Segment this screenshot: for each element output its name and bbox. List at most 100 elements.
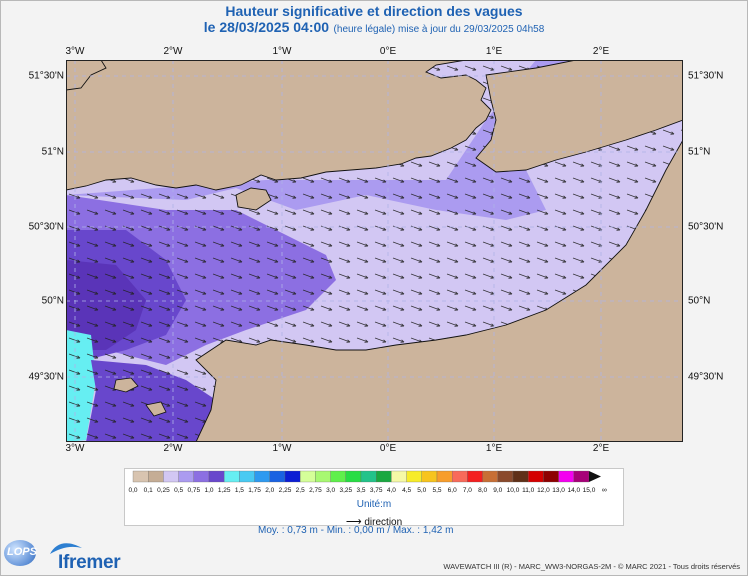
lon-label-top: 3°W xyxy=(65,46,85,57)
legend-swatch xyxy=(224,470,240,483)
legend-swatch xyxy=(330,470,346,483)
legend-tick-label: 14,0 xyxy=(567,487,580,494)
legend-swatch xyxy=(148,470,164,483)
legend-tick-label: 12,0 xyxy=(537,487,550,494)
lon-label-top: 1°E xyxy=(485,46,503,57)
lops-logo: LOPS xyxy=(4,540,42,568)
lon-label-top: 0°E xyxy=(379,46,397,57)
legend-swatch xyxy=(300,470,316,483)
legend-unit: Unité:m xyxy=(356,499,392,510)
legend-tick-label: ∞ xyxy=(602,487,607,494)
legend-swatch xyxy=(345,470,362,483)
stats-line: Moy. : 0,73 m - Min. : 0,00 m / Max. : 1… xyxy=(258,525,454,536)
land-france xyxy=(195,139,683,442)
legend-tick-label: 1,0 xyxy=(204,487,213,494)
lon-label-top: 1°W xyxy=(272,46,292,57)
legend-tick-label: 5,0 xyxy=(417,487,426,494)
legend-tick-label: 4,5 xyxy=(402,487,411,494)
legend-tick-label: 0,75 xyxy=(187,487,200,494)
legend-tick-label: 6,0 xyxy=(448,487,457,494)
legend-tick-label: 15,0 xyxy=(583,487,596,494)
update-info: (heure légale) mise à jour du 29/03/2025… xyxy=(333,24,545,35)
forecast-date: le 28/03/2025 04:00 xyxy=(203,19,330,35)
legend-tick-label: 1,5 xyxy=(235,487,244,494)
legend-swatch xyxy=(421,470,438,483)
legend-swatch xyxy=(406,470,422,483)
legend-swatch xyxy=(573,470,590,483)
lat-label-left: 50°N xyxy=(41,295,64,307)
isle-of-wight xyxy=(235,187,272,211)
legend-tick-label: 1,75 xyxy=(248,487,261,494)
map-border xyxy=(66,60,683,442)
legend-swatch xyxy=(528,470,544,483)
chart-subtitle: le 28/03/2025 04:00 (heure légale) mise … xyxy=(0,19,748,37)
lat-label-left: 49°30'N xyxy=(28,371,64,383)
lat-label-left: 51°30'N xyxy=(28,70,64,82)
legend-tick-label: 2,75 xyxy=(309,487,322,494)
legend-direction: ⟶ direction xyxy=(125,515,623,528)
legend-swatch xyxy=(436,470,453,483)
chart-title: Hauteur significative et direction des v… xyxy=(225,3,523,19)
legend-swatch xyxy=(193,470,210,483)
legend-swatch xyxy=(132,470,149,483)
channel-island xyxy=(113,377,139,393)
lat-label-right: 50°N xyxy=(688,295,711,307)
lat-label-left: 50°30'N xyxy=(28,221,64,233)
wave-map xyxy=(66,60,683,442)
legend-tick-label: 2,5 xyxy=(296,487,305,494)
legend-colorbar: 0,0 0,1 0,25 0,5 0,75 1,0 1,25 1,5 1,75 2,0 2,25 2,… xyxy=(128,470,607,494)
lon-label-bottom: 2°W xyxy=(163,443,183,454)
legend-swatch xyxy=(482,470,498,483)
legend-tick-label: 9,0 xyxy=(493,487,502,494)
legend-swatch xyxy=(558,470,574,483)
legend-tick-label: 2,25 xyxy=(279,487,292,494)
legend-swatch xyxy=(315,470,331,483)
channel-island xyxy=(145,401,167,417)
lat-label-right: 50°30'N xyxy=(688,221,724,233)
legend-tick-label: 0,5 xyxy=(174,487,183,494)
legend-tick-label: 3,5 xyxy=(356,487,365,494)
footer-credits: WAVEWATCH III (R) - MARC_WW3-NORGAS-2M -… xyxy=(443,562,740,571)
lat-label-left: 51°N xyxy=(41,146,64,158)
lon-label-bottom: 2°E xyxy=(592,443,610,454)
legend-swatch xyxy=(543,470,559,483)
ifremer-logo: Ifremer xyxy=(48,540,148,574)
legend-tick-label: 13,0 xyxy=(552,487,565,494)
lat-label-right: 49°30'N xyxy=(688,371,724,383)
lon-label-top: 2°W xyxy=(163,46,183,57)
legend-tick-label: 3,75 xyxy=(370,487,383,494)
land-kent xyxy=(475,60,683,173)
legend-overflow-arrow xyxy=(589,471,601,482)
ifremer-wave-icon xyxy=(50,543,82,554)
lat-label-right: 51°N xyxy=(688,146,711,158)
legend-tick-label: 2,0 xyxy=(265,487,274,494)
legend-swatch xyxy=(163,470,179,483)
legend-tick-label: 4,0 xyxy=(387,487,396,494)
legend-tick-label: 0,0 xyxy=(128,487,137,494)
legend-tick-label: 10,0 xyxy=(507,487,520,494)
legend-tick-label: 3,0 xyxy=(326,487,335,494)
legend-swatch xyxy=(254,470,270,483)
legend-tick-label: 0,1 xyxy=(144,487,153,494)
legend-swatch xyxy=(178,470,194,483)
legend-tick-label: 0,25 xyxy=(157,487,170,494)
legend-tick-label: 8,0 xyxy=(478,487,487,494)
legend-swatch xyxy=(376,470,392,483)
legend-swatch xyxy=(360,470,377,483)
legend-swatch xyxy=(391,470,407,483)
legend-swatch xyxy=(284,470,301,483)
direction-label: direction xyxy=(364,517,403,528)
grid xyxy=(66,60,683,442)
lon-label-top: 2°E xyxy=(592,46,610,57)
lon-label-bottom: 0°E xyxy=(379,443,397,454)
lon-label-bottom: 1°W xyxy=(272,443,292,454)
legend-tick-label: 1,25 xyxy=(218,487,231,494)
legend-tick-label: 11,0 xyxy=(522,487,535,494)
legend-swatch xyxy=(239,470,255,483)
legend-swatch xyxy=(208,470,225,483)
direction-arrow-icon: ⟶ xyxy=(345,516,362,528)
lon-label-bottom: 1°E xyxy=(485,443,503,454)
legend: 0,0 0,1 0,25 0,5 0,75 1,0 1,25 1,5 1,75 2,0 2,25 2,… xyxy=(124,468,624,528)
legend-tick-label: 3,25 xyxy=(339,487,352,494)
legend-swatch xyxy=(467,470,483,483)
